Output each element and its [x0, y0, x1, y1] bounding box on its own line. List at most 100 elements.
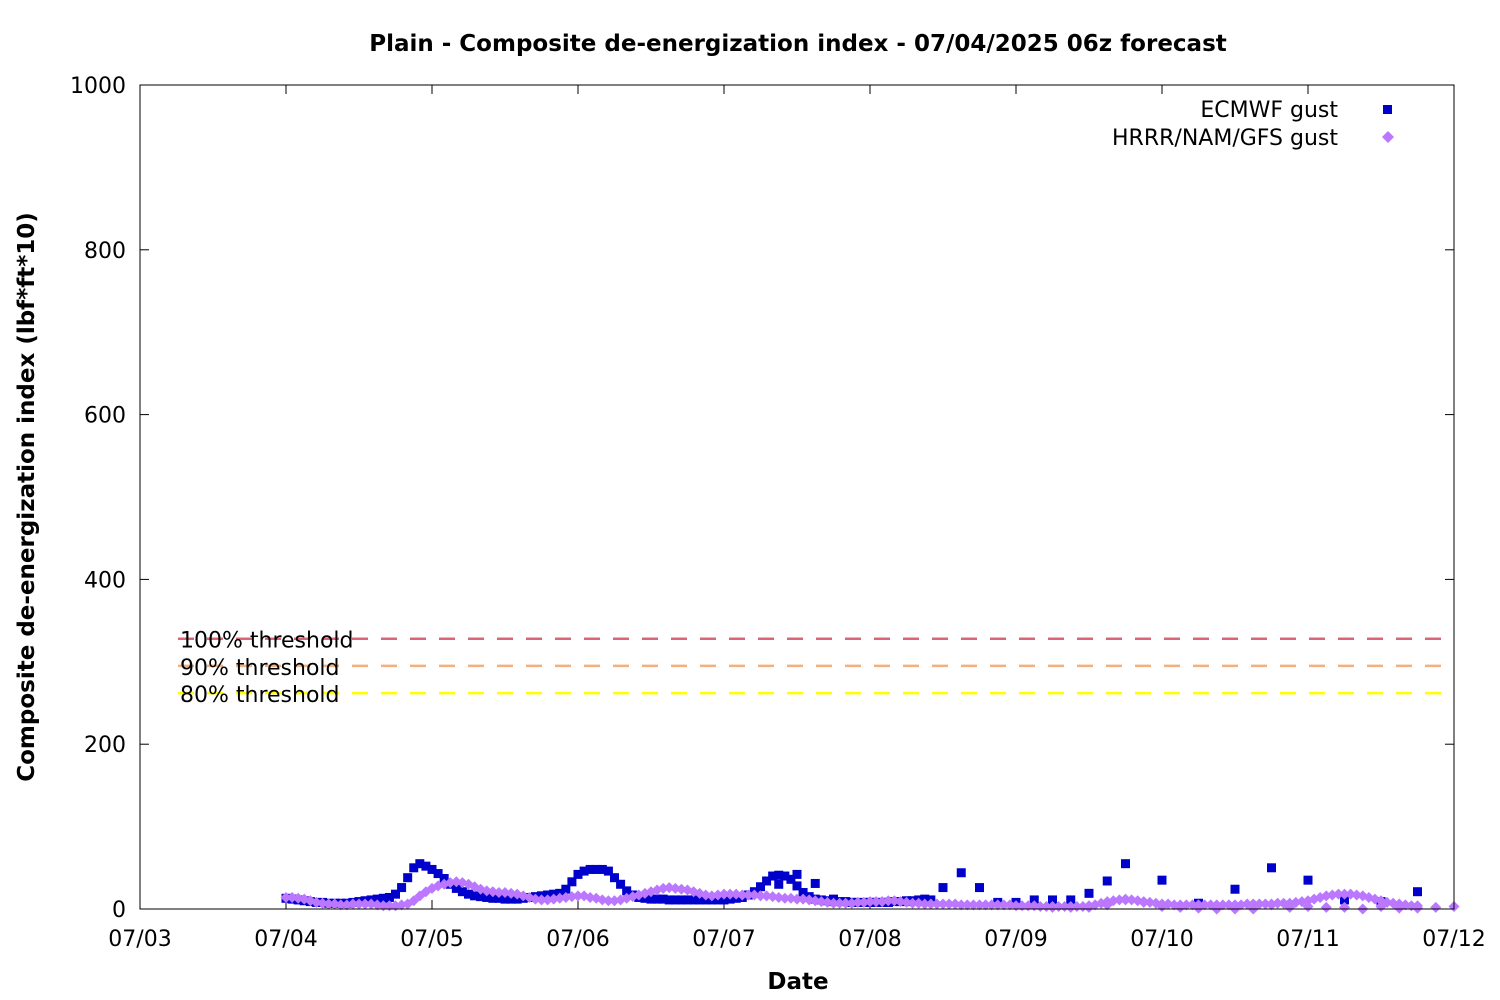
data-point — [439, 874, 449, 884]
threshold-label: 80% threshold — [180, 683, 340, 708]
data-point — [786, 874, 796, 884]
plot-frame — [139, 84, 1455, 910]
data-point — [408, 895, 420, 907]
data-point — [573, 869, 583, 879]
x-axis-ticks: 07/03 07/04 07/05 07/06 07/07 07/08 07/09 07/10… — [108, 85, 1486, 952]
data-point — [664, 895, 674, 905]
x-tick-label: 07/07 — [692, 927, 755, 952]
data-point — [683, 895, 692, 905]
data-point — [1047, 901, 1058, 913]
data-point — [433, 869, 443, 879]
data-point — [975, 883, 984, 893]
data-point — [464, 889, 473, 899]
data-point — [488, 893, 498, 903]
data-point — [810, 878, 820, 888]
data-point — [967, 899, 979, 911]
data-point — [482, 892, 492, 902]
data-point — [791, 893, 803, 905]
data-point — [779, 892, 791, 904]
data-point — [397, 883, 407, 893]
data-point — [347, 898, 359, 910]
data-point — [409, 863, 419, 873]
data-point — [1267, 863, 1276, 873]
x-tick-label: 07/08 — [838, 927, 901, 952]
data-point — [676, 895, 686, 905]
legend-label-ecmwf: ECMWF gust — [1200, 98, 1338, 123]
data-point — [1121, 859, 1130, 869]
data-point — [774, 870, 784, 880]
data-point — [1266, 899, 1277, 911]
data-point — [882, 895, 894, 907]
data-point — [1065, 901, 1077, 913]
x-tick-label: 07/12 — [1422, 927, 1485, 952]
data-point — [421, 861, 431, 871]
data-point — [1284, 901, 1296, 913]
data-point — [792, 881, 802, 891]
data-point — [937, 898, 949, 910]
data-point — [1393, 902, 1405, 914]
data-point — [567, 877, 577, 887]
data-point — [1303, 875, 1313, 885]
data-point — [383, 900, 395, 912]
data-point — [470, 891, 480, 901]
data-point — [774, 879, 784, 889]
data-point — [335, 899, 347, 911]
legend-label-hrrr: HRRR/NAM/GFS gust — [1112, 126, 1338, 151]
data-point — [391, 889, 400, 899]
data-point — [1010, 900, 1022, 912]
data-point — [415, 859, 425, 869]
data-point — [1083, 901, 1095, 913]
data-point — [506, 894, 516, 904]
data-point — [372, 894, 382, 904]
data-point — [1066, 895, 1076, 905]
data-point — [955, 899, 967, 911]
y-axis-label: Composite de-energization index (lbf*ft*… — [14, 212, 40, 782]
data-point — [536, 894, 547, 906]
x-tick-label: 07/06 — [546, 927, 609, 952]
data-point — [652, 894, 662, 904]
y-tick-label: 600 — [84, 404, 126, 429]
data-point — [585, 864, 595, 874]
data-point — [907, 897, 919, 909]
legend-marker-hrrr — [1382, 131, 1394, 143]
data-point — [1120, 893, 1131, 905]
data-point — [403, 873, 413, 883]
data-point — [378, 893, 388, 903]
data-point — [1241, 898, 1253, 910]
data-point — [602, 895, 614, 907]
data-point — [280, 891, 292, 903]
data-point — [943, 898, 955, 910]
x-tick-label: 07/05 — [400, 927, 463, 952]
legend-marker-ecmwf — [1383, 105, 1392, 114]
data-point — [1340, 895, 1349, 905]
data-point — [768, 871, 778, 881]
data-point — [864, 896, 876, 908]
data-point — [1332, 888, 1344, 900]
data-point — [798, 888, 808, 898]
data-point — [961, 899, 973, 911]
data-point — [956, 868, 966, 878]
data-series — [280, 859, 1460, 915]
data-point — [591, 864, 601, 874]
data-point — [852, 896, 864, 908]
legend: ECMWF gust HRRR/NAM/GFS gust — [1112, 98, 1394, 151]
x-axis-label: Date — [767, 969, 828, 995]
data-point — [792, 869, 802, 879]
y-tick-label: 1000 — [70, 74, 126, 99]
data-point — [980, 899, 992, 911]
data-point — [670, 895, 680, 905]
data-point — [451, 883, 461, 893]
data-point — [998, 899, 1010, 911]
y-tick-label: 200 — [84, 733, 126, 758]
data-point — [476, 892, 486, 902]
data-point — [323, 898, 335, 910]
data-point — [986, 899, 998, 911]
series-1 — [280, 876, 1460, 915]
data-point — [834, 897, 846, 909]
data-point — [992, 899, 1004, 911]
data-point — [1022, 900, 1034, 912]
data-point — [1101, 899, 1113, 911]
data-point — [561, 884, 571, 894]
data-point — [695, 895, 705, 905]
